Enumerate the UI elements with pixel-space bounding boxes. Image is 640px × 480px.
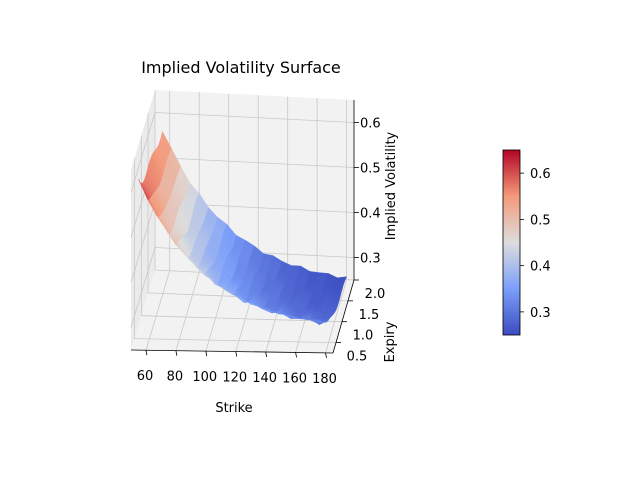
y-axis-line bbox=[332, 279, 355, 354]
axes-lines bbox=[130, 100, 355, 354]
x-tick-label: 140 bbox=[252, 371, 277, 386]
y-tick-label: 1.5 bbox=[359, 308, 380, 323]
x-tick bbox=[325, 352, 327, 358]
y-axis-label: Expiry bbox=[383, 321, 398, 362]
iv-surface bbox=[138, 130, 347, 325]
x-tick bbox=[265, 351, 268, 358]
colorbar-gradient bbox=[502, 149, 521, 336]
expiry-gridline bbox=[140, 135, 343, 323]
colorbar-tick-label: 0.4 bbox=[530, 260, 551, 275]
x-tick bbox=[205, 351, 208, 357]
side-pane bbox=[131, 90, 155, 350]
x-tick-label: 60 bbox=[137, 369, 154, 384]
x-axis-label: Strike bbox=[215, 401, 252, 416]
z-tick-label: 0.4 bbox=[360, 207, 381, 222]
iv-gridline bbox=[130, 112, 355, 193]
x-tick-label: 180 bbox=[312, 372, 337, 387]
x-tick bbox=[235, 351, 238, 357]
y-tick-label: 0.5 bbox=[347, 350, 368, 365]
iv-gridline bbox=[130, 247, 355, 328]
x-tick bbox=[175, 350, 178, 356]
colorbar-tick-label: 0.6 bbox=[530, 167, 551, 182]
x-tick-label: 160 bbox=[282, 371, 307, 386]
x-axis-line bbox=[130, 349, 334, 354]
x-tick-label: 80 bbox=[167, 370, 184, 385]
x-tick bbox=[145, 350, 148, 356]
y-tick-label: 1.0 bbox=[353, 329, 374, 344]
colorbar-tick-label: 0.5 bbox=[530, 213, 551, 228]
x-tick-label: 120 bbox=[222, 371, 247, 386]
surface-patch bbox=[307, 271, 320, 278]
z-axis-label: Implied Volatility bbox=[384, 131, 399, 240]
expiry-gridline bbox=[133, 158, 337, 343]
y-tick-label: 2.0 bbox=[365, 287, 386, 302]
x-tick bbox=[295, 352, 297, 358]
surface-patch bbox=[304, 281, 317, 287]
colorbar-ticks: 0.3 0.4 0.5 0.6 bbox=[520, 167, 551, 321]
x-tick-label: 100 bbox=[192, 370, 217, 385]
z-tick-label: 0.3 bbox=[360, 252, 381, 267]
colorbar-tick-label: 0.3 bbox=[530, 306, 551, 321]
colorbar: 0.3 0.4 0.5 0.6 bbox=[502, 149, 551, 336]
surface-patch bbox=[315, 319, 328, 324]
z-tick-label: 0.5 bbox=[360, 162, 381, 177]
z-tick-label: 0.6 bbox=[360, 117, 381, 132]
chart-title: Implied Volatility Surface bbox=[141, 58, 341, 77]
surface-patch bbox=[261, 286, 273, 292]
surface-patch bbox=[215, 257, 227, 263]
axes-ticks: 60 80 100 120 140 160 180 0.5 1.0 1.5 2.0 0.3 0.4 0.5… bbox=[137, 117, 386, 387]
